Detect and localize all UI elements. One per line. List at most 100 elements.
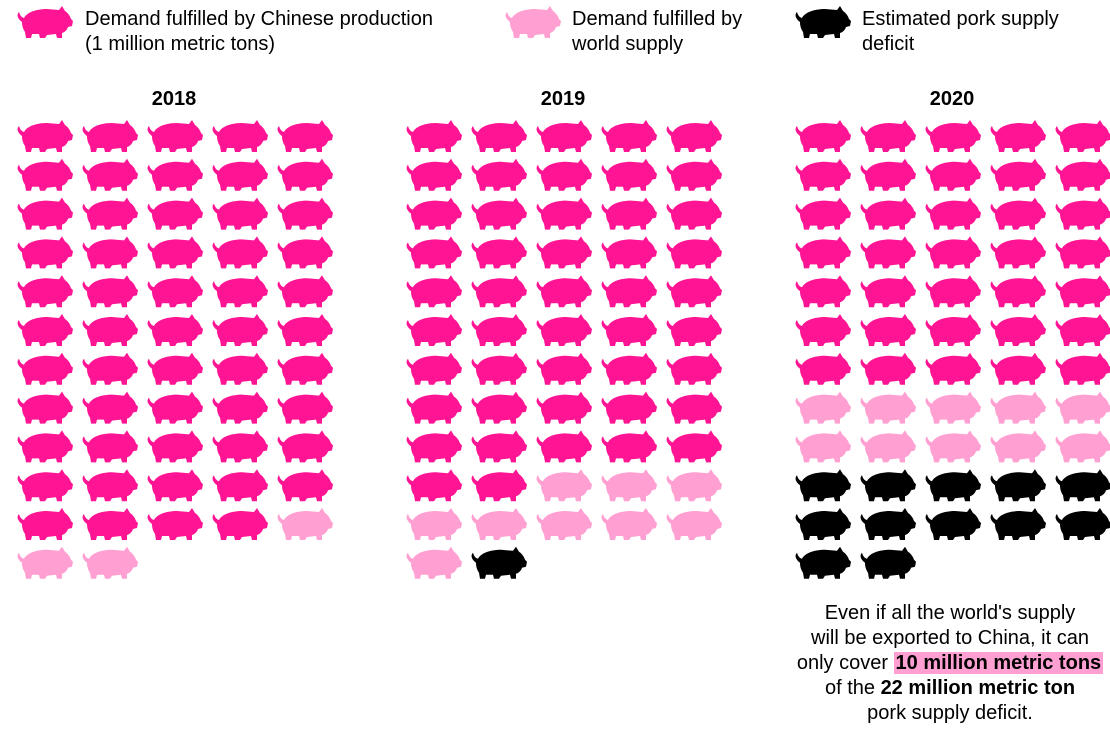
pig-icon-production bbox=[277, 158, 333, 191]
pig-icon-production bbox=[860, 275, 916, 308]
pig-icon-production bbox=[277, 236, 333, 269]
pig-icon-world bbox=[1055, 391, 1110, 424]
pig-icon-production bbox=[147, 508, 203, 540]
pig-icon-deficit bbox=[1055, 469, 1110, 502]
pig-icon-production bbox=[471, 236, 527, 269]
pig-icon-production bbox=[536, 158, 592, 191]
pig-icon-production bbox=[795, 275, 851, 308]
pig-icon-production bbox=[277, 430, 333, 463]
year-group-2018: 2018 bbox=[17, 88, 333, 579]
pig-icon-production bbox=[925, 352, 981, 385]
pig-icon-world bbox=[666, 469, 722, 502]
pig-icon-production bbox=[147, 430, 203, 463]
pig-icon-production bbox=[471, 469, 527, 502]
pig-icon-production bbox=[82, 158, 138, 191]
pig-icon-production bbox=[147, 391, 203, 424]
year-label: 2019 bbox=[541, 88, 586, 110]
highlighted-figure: 10 million metric tons bbox=[893, 652, 1104, 674]
pig-icon-production bbox=[601, 197, 657, 230]
pig-icon-production bbox=[406, 469, 462, 502]
pig-icon-production bbox=[212, 158, 268, 191]
legend-label-line1: Estimated pork supply bbox=[862, 8, 1059, 30]
pig-icon-production bbox=[212, 469, 268, 502]
pig-icon-production bbox=[795, 236, 851, 269]
pig-icon-production bbox=[925, 236, 981, 269]
pig-icon-world bbox=[1055, 430, 1110, 463]
pig-icon-world bbox=[82, 546, 138, 579]
pig-icon-production bbox=[795, 314, 851, 346]
pig-icon-production bbox=[925, 314, 981, 346]
pig-icon-production bbox=[860, 352, 916, 385]
pig-icon-world bbox=[406, 508, 462, 540]
year-group-2019: 2019 bbox=[406, 88, 722, 579]
pig-icon-production bbox=[212, 197, 268, 230]
pig-icon-world bbox=[601, 508, 657, 540]
year-label: 2018 bbox=[152, 88, 197, 110]
pig-icon-production bbox=[147, 469, 203, 502]
pig-icon-world bbox=[406, 546, 462, 579]
pig-icon-production bbox=[277, 120, 333, 152]
pig-icon-production bbox=[860, 120, 916, 152]
note-line: pork supply deficit. bbox=[867, 702, 1033, 724]
pig-icon-production bbox=[212, 275, 268, 308]
pig-icon-production bbox=[990, 352, 1046, 385]
pig-icon-deficit bbox=[795, 546, 851, 579]
note-line: of the 22 million metric ton bbox=[780, 676, 1110, 701]
note-line: only cover 10 million metric tons bbox=[780, 651, 1110, 676]
pig-icon-production bbox=[471, 275, 527, 308]
pig-icon-deficit bbox=[860, 508, 916, 540]
pig-icon-world bbox=[860, 391, 916, 424]
pig-icon-production bbox=[795, 197, 851, 230]
note-line: Even if all the world's supply bbox=[824, 602, 1076, 624]
pig-icon-production bbox=[990, 197, 1046, 230]
pig-icon-production bbox=[601, 158, 657, 191]
pig-icon-production bbox=[666, 275, 722, 308]
pig-icon-production bbox=[536, 430, 592, 463]
pig-icon-production bbox=[212, 352, 268, 385]
pig-icon-deficit bbox=[860, 469, 916, 502]
pig-icon-production bbox=[666, 391, 722, 424]
pig-icon-production bbox=[406, 314, 462, 346]
legend-label-line2: deficit bbox=[862, 33, 915, 55]
pig-icon-production bbox=[17, 236, 73, 269]
pig-icon-production bbox=[406, 430, 462, 463]
pig-icon-production bbox=[147, 197, 203, 230]
pig-icon-production bbox=[17, 314, 73, 346]
pig-icon-deficit bbox=[860, 546, 916, 579]
pig-icon-production bbox=[860, 197, 916, 230]
pig-icon-production bbox=[406, 120, 462, 152]
pig-icon-production bbox=[471, 352, 527, 385]
pig-icon-production bbox=[666, 314, 722, 346]
pig-icon-production bbox=[925, 275, 981, 308]
pig-icon bbox=[505, 6, 561, 38]
year-label: 2020 bbox=[930, 88, 975, 110]
pig-icon-world bbox=[925, 391, 981, 424]
legend-label-line2: (1 million metric tons) bbox=[85, 33, 275, 55]
pig-icon-production bbox=[990, 314, 1046, 346]
pig-icon-production bbox=[860, 314, 916, 346]
pig-icon-production bbox=[471, 391, 527, 424]
pig-icon-production bbox=[17, 158, 73, 191]
pig-icon-production bbox=[666, 197, 722, 230]
pig-icon-world bbox=[860, 430, 916, 463]
pig-icon-production bbox=[147, 236, 203, 269]
pig-icon-production bbox=[536, 120, 592, 152]
pig-icon-production bbox=[406, 352, 462, 385]
pig-icon-production bbox=[666, 430, 722, 463]
pig-icon-production bbox=[277, 469, 333, 502]
pig-icon-production bbox=[536, 352, 592, 385]
pig-icon-production bbox=[277, 275, 333, 308]
pig-icon-production bbox=[990, 158, 1046, 191]
pig-icon-deficit bbox=[1055, 508, 1110, 540]
pig-icon-deficit bbox=[925, 508, 981, 540]
pig-icon-production bbox=[536, 275, 592, 308]
pig-icon-production bbox=[277, 352, 333, 385]
year-grids: 2018 2019 2020 bbox=[17, 88, 1110, 579]
pig-icon-production bbox=[82, 352, 138, 385]
pig-icon-production bbox=[601, 236, 657, 269]
pig-icon-production bbox=[601, 275, 657, 308]
pig-icon-production bbox=[17, 120, 73, 152]
pig-icon-production bbox=[147, 314, 203, 346]
pig-icon-deficit bbox=[471, 546, 527, 579]
